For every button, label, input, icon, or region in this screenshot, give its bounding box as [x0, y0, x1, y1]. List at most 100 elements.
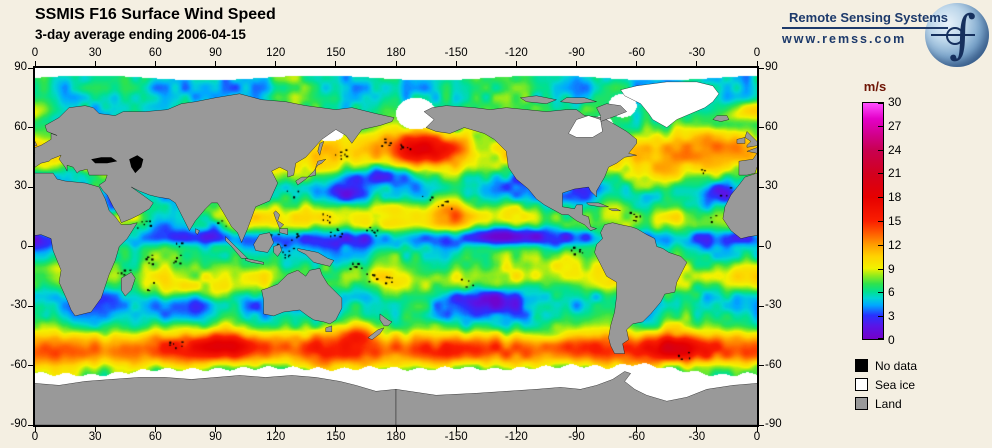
lon-tick-label: 60 — [148, 47, 162, 59]
lat-tick-right — [759, 305, 764, 307]
colorbar-tick — [878, 292, 884, 294]
lat-tick-label: 90 — [765, 61, 778, 73]
lon-tick-label: 0 — [753, 431, 761, 443]
lon-tick-label: 0 — [31, 431, 39, 443]
colorbar-units-label: m/s — [863, 79, 887, 94]
lon-tick-top — [636, 61, 638, 66]
lon-tick-label: -90 — [568, 431, 585, 443]
lat-tick-label: 60 — [765, 120, 778, 133]
landmass — [121, 272, 135, 296]
lon-tick-bottom — [275, 427, 277, 432]
lon-tick-bottom — [515, 427, 517, 432]
lat-tick-right — [759, 67, 764, 69]
world-map-plot — [33, 66, 759, 427]
branding-url: www.remss.com — [782, 32, 907, 46]
landmass — [35, 371, 396, 425]
lon-tick-label: -60 — [628, 431, 645, 443]
lat-tick-left — [28, 305, 33, 307]
landmass — [609, 209, 621, 211]
lon-tick-top — [515, 61, 517, 66]
colorbar-tick — [878, 103, 884, 104]
legend-item: Land — [855, 394, 917, 413]
landmass — [246, 258, 264, 264]
lon-tick-label: -30 — [688, 47, 706, 59]
lat-tick-right — [759, 424, 764, 426]
lon-tick-label: 120 — [266, 47, 286, 59]
colorbar-tick — [878, 244, 884, 246]
lon-tick-top — [455, 61, 457, 66]
land-overlay — [35, 68, 757, 425]
colorbar-tick-label: 21 — [888, 166, 902, 181]
lon-tick-bottom — [455, 427, 457, 432]
landmass — [35, 173, 137, 316]
landmass — [274, 245, 282, 257]
lon-tick-top — [696, 61, 698, 66]
landmass — [298, 248, 334, 266]
lon-tick-label: -150 — [444, 47, 468, 59]
landmass — [595, 223, 687, 354]
crosshair-icon — [946, 27, 964, 45]
lon-tick-bottom — [756, 427, 758, 432]
lat-tick-label: 0 — [765, 239, 772, 252]
lat-tick-right — [759, 186, 764, 188]
lon-tick-label: 180 — [386, 431, 406, 443]
lat-tick-label: 0 — [20, 239, 27, 252]
lon-tick-bottom — [696, 427, 698, 432]
lon-tick-top — [576, 61, 577, 66]
colorbar-tick-label: 12 — [888, 237, 902, 252]
landmass — [296, 159, 326, 185]
lon-tick-bottom — [636, 427, 638, 432]
lon-tick-top — [94, 61, 96, 66]
no-data-region — [91, 157, 118, 164]
lon-tick-label: -120 — [504, 431, 528, 443]
branding-block: Remote Sensing Systems www.remss.com — [782, 10, 948, 46]
lon-tick-top — [34, 61, 36, 66]
lon-tick-label: 30 — [88, 431, 102, 443]
landmass — [737, 137, 745, 143]
landmass — [396, 371, 757, 425]
colorbar-tick — [878, 221, 884, 222]
legend-swatch — [855, 397, 868, 410]
lon-tick-label: 0 — [753, 47, 761, 59]
lat-tick-label: 30 — [14, 180, 27, 192]
lon-tick-label: 60 — [148, 431, 162, 443]
landmass — [35, 94, 394, 243]
landmass — [597, 104, 627, 122]
lat-tick-label: -30 — [765, 299, 782, 311]
lat-tick-label: -30 — [10, 299, 27, 311]
colorbar-tick — [878, 197, 884, 199]
landmass — [318, 141, 324, 155]
lat-tick-label: 60 — [14, 120, 27, 133]
landmass — [739, 94, 757, 243]
sea-ice-region — [621, 82, 719, 128]
colorbar-tick — [878, 338, 884, 339]
colorbar-tick — [878, 125, 884, 127]
lat-tick-right — [759, 365, 764, 366]
landmass — [368, 328, 384, 340]
lat-tick-left — [28, 246, 33, 247]
colorbar-tick-label: 9 — [888, 261, 895, 276]
lon-tick-top — [275, 61, 277, 66]
lat-tick-right — [759, 127, 764, 128]
lat-tick-label: -90 — [10, 418, 27, 430]
lat-tick-label: 30 — [765, 180, 778, 192]
landmass — [195, 229, 199, 235]
lat-tick-label: -60 — [765, 358, 782, 371]
landmass — [262, 268, 342, 324]
lon-tick-label: 150 — [326, 431, 346, 443]
landmass — [35, 131, 37, 147]
lon-tick-label: 30 — [88, 47, 102, 59]
branding-underline — [782, 27, 948, 29]
lat-tick-left — [28, 365, 33, 366]
lon-tick-top — [154, 61, 156, 66]
colorbar-tick — [878, 173, 884, 175]
colorbar-tick-label: 0 — [888, 333, 895, 347]
lon-tick-bottom — [335, 427, 337, 432]
lat-tick-label: -90 — [765, 418, 782, 430]
lat-tick-left — [28, 424, 33, 426]
branding-name: Remote Sensing Systems — [789, 10, 948, 25]
landmass — [226, 237, 248, 259]
legend-swatch — [855, 378, 868, 391]
lon-tick-bottom — [154, 427, 156, 432]
lon-tick-label: 120 — [266, 431, 286, 443]
